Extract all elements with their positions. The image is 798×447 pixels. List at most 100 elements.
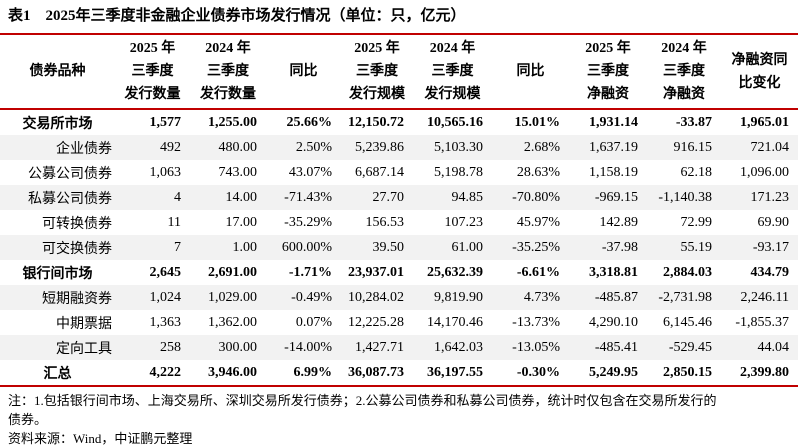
bond-issuance-table: 债券品种 2025 年 三季度 发行数量 2024 年 三季度 发行数量 同比 … — [0, 33, 798, 387]
value-cell: -37.98 — [601, 239, 638, 255]
value-cell: 5,239.86 — [355, 139, 404, 155]
table-body: 交易所市场 1,577 1,255.00 25.66% 12,150.72 10,565.… — [0, 109, 798, 386]
value-cell: -93.17 — [752, 239, 789, 255]
value-cell: 94.85 — [451, 189, 484, 205]
value-cell: 6.99% — [293, 364, 333, 380]
value-cell: 1,427.71 — [355, 339, 404, 355]
value-cell: 15.01% — [514, 114, 561, 130]
value-cell: 27.70 — [372, 189, 405, 205]
bond-type-cell: 私募公司债券 — [28, 191, 112, 207]
value-cell: -70.80% — [512, 189, 560, 205]
value-cell: 3,318.81 — [589, 264, 638, 280]
table-row: 交易所市场 1,577 1,255.00 25.66% 12,150.72 10,565.… — [0, 109, 798, 135]
value-cell: 5,198.78 — [434, 164, 483, 180]
value-cell: -0.49% — [291, 289, 332, 305]
value-cell: 600.00% — [281, 239, 332, 255]
col-header-bond-type: 债券品种 — [0, 34, 115, 110]
value-cell: 12,225.28 — [348, 314, 404, 330]
value-cell: -1,140.38 — [658, 189, 712, 205]
value-cell: -35.29% — [284, 214, 332, 230]
value-cell: 1,637.19 — [589, 139, 638, 155]
value-cell: 2,246.11 — [740, 289, 789, 305]
value-cell: 69.90 — [757, 214, 790, 230]
bond-type-cell: 银行间市场 — [22, 266, 93, 282]
value-cell: -969.15 — [594, 189, 638, 205]
value-cell: 62.18 — [680, 164, 713, 180]
value-cell: 171.23 — [750, 189, 790, 205]
table-row: 私募公司债券 4 14.00 -71.43% 27.70 94.85 -70.80% -969… — [0, 185, 798, 210]
value-cell: 721.04 — [750, 139, 790, 155]
value-cell: 28.63% — [516, 164, 560, 180]
value-cell: 1,158.19 — [589, 164, 638, 180]
table-row: 定向工具 258 300.00 -14.00% 1,427.71 1,642.03 -13.… — [0, 335, 798, 360]
value-cell: -485.87 — [594, 289, 638, 305]
value-cell: -71.43% — [284, 189, 332, 205]
value-cell: -33.87 — [675, 114, 712, 130]
bond-type-cell: 企业债券 — [56, 141, 112, 157]
value-cell: 25.66% — [286, 114, 333, 130]
value-cell: 4,290.10 — [589, 314, 638, 330]
table-title: 表1 2025年三季度非金融企业债券市场发行情况（单位：只，亿元） — [8, 8, 466, 24]
value-cell: 4 — [174, 189, 181, 205]
value-cell: 916.15 — [673, 139, 713, 155]
value-cell: 12,150.72 — [348, 114, 404, 130]
value-cell: 5,249.95 — [589, 364, 638, 380]
value-cell: 17.00 — [225, 214, 258, 230]
value-cell: 2,691.00 — [208, 264, 257, 280]
value-cell: 2.50% — [295, 139, 332, 155]
value-cell: 1,577 — [149, 114, 182, 130]
value-cell: -2,731.98 — [658, 289, 712, 305]
value-cell: 61.00 — [451, 239, 484, 255]
value-cell: 36,197.55 — [427, 364, 483, 380]
value-cell: 1,255.00 — [208, 114, 257, 130]
table-row: 银行间市场 2,645 2,691.00 -1.71% 23,937.01 25,632.… — [0, 260, 798, 285]
value-cell: 1,029.00 — [208, 289, 257, 305]
value-cell: 1,362.00 — [208, 314, 257, 330]
header-row: 债券品种 2025 年 三季度 发行数量 2024 年 三季度 发行数量 同比 … — [0, 34, 798, 110]
value-cell: 2,884.03 — [663, 264, 712, 280]
bond-type-cell: 中期票据 — [56, 316, 112, 332]
value-cell: 434.79 — [750, 264, 790, 280]
col-header-count-yoy: 同比 — [266, 34, 341, 110]
value-cell: 72.99 — [680, 214, 713, 230]
value-cell: 492 — [160, 139, 181, 155]
bond-type-cell: 可转换债券 — [42, 216, 112, 232]
table-row: 汇总 4,222 3,946.00 6.99% 36,087.73 36,197.55 -0… — [0, 360, 798, 386]
value-cell: -35.25% — [512, 239, 560, 255]
value-cell: -1.71% — [288, 264, 332, 280]
value-cell: -13.73% — [512, 314, 560, 330]
col-header-2024q3-count: 2024 年 三季度 发行数量 — [190, 34, 266, 110]
value-cell: 1,965.01 — [740, 114, 789, 130]
data-source: 资料来源：Wind，中证鹏元整理 — [8, 431, 193, 446]
value-cell: 107.23 — [444, 214, 484, 230]
col-header-scale-yoy: 同比 — [492, 34, 569, 110]
value-cell: 2.68% — [523, 139, 560, 155]
table-row: 可交换债券 7 1.00 600.00% 39.50 61.00 -35.25% -37.98… — [0, 235, 798, 260]
value-cell: -485.41 — [594, 339, 638, 355]
table-row: 公募公司债券 1,063 743.00 43.07% 6,687.14 5,198.78 2… — [0, 160, 798, 185]
value-cell: 0.07% — [295, 314, 332, 330]
bond-type-cell: 交易所市场 — [22, 116, 93, 132]
col-header-net-change: 净融资同 比变化 — [721, 34, 798, 110]
value-cell: -1,855.37 — [735, 314, 789, 330]
table-row: 中期票据 1,363 1,362.00 0.07% 12,225.28 14,170.46… — [0, 310, 798, 335]
value-cell: 10,284.02 — [348, 289, 404, 305]
col-header-2024q3-scale: 2024 年 三季度 发行规模 — [413, 34, 492, 110]
value-cell: 1,363 — [149, 314, 182, 330]
col-header-2024q3-net: 2024 年 三季度 净融资 — [647, 34, 721, 110]
value-cell: 10,565.16 — [427, 114, 483, 130]
value-cell: 1,096.00 — [740, 164, 789, 180]
table-header: 债券品种 2025 年 三季度 发行数量 2024 年 三季度 发行数量 同比 … — [0, 34, 798, 110]
value-cell: 258 — [160, 339, 181, 355]
bond-type-cell: 公募公司债券 — [28, 166, 112, 182]
value-cell: -0.30% — [516, 364, 560, 380]
value-cell: 43.07% — [288, 164, 332, 180]
bond-type-cell: 汇总 — [43, 366, 72, 382]
value-cell: 6,687.14 — [355, 164, 404, 180]
bond-type-cell: 短期融资券 — [42, 291, 112, 307]
col-header-2025q3-count: 2025 年 三季度 发行数量 — [115, 34, 190, 110]
table-row: 企业债券 492 480.00 2.50% 5,239.86 5,103.30 2.68% 1… — [0, 135, 798, 160]
bond-type-cell: 定向工具 — [56, 341, 112, 357]
value-cell: 25,632.39 — [427, 264, 483, 280]
value-cell: 142.89 — [599, 214, 639, 230]
